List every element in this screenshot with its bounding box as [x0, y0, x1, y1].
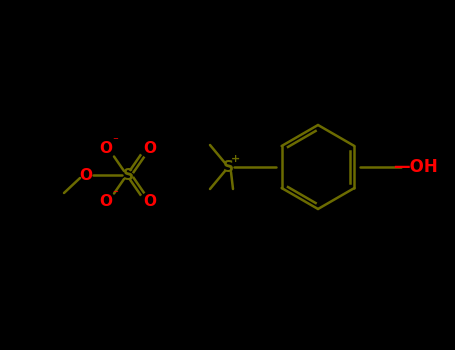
- Text: —OH: —OH: [393, 158, 437, 176]
- Text: ⁻: ⁻: [112, 189, 118, 200]
- Text: S: S: [222, 160, 233, 175]
- Text: O: O: [100, 194, 112, 209]
- Text: O: O: [100, 141, 112, 156]
- Text: O: O: [80, 168, 92, 182]
- Text: S: S: [122, 168, 133, 182]
- Text: O: O: [143, 141, 157, 156]
- Text: +: +: [232, 154, 241, 164]
- Text: ⁻: ⁻: [112, 136, 118, 147]
- Text: O: O: [143, 194, 157, 209]
